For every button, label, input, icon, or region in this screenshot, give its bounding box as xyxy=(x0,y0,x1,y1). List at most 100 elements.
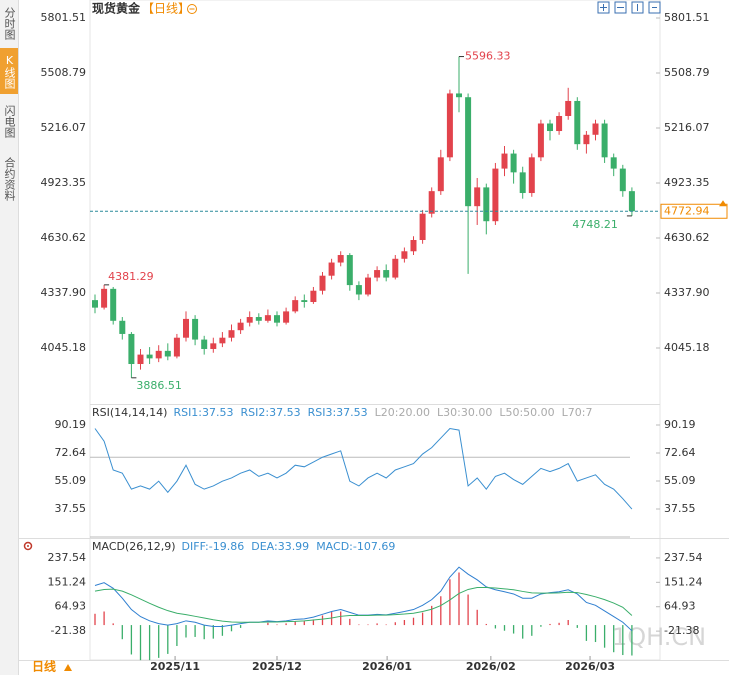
candle-body xyxy=(465,97,472,207)
y-tick-label: 4337.90 xyxy=(41,286,87,299)
y-tick-label: 5216.07 xyxy=(664,121,710,134)
y-tick-label: 5508.79 xyxy=(41,66,87,79)
candle-body xyxy=(528,157,535,194)
period-label: 【日线】 xyxy=(142,2,190,16)
candle-body xyxy=(537,123,544,158)
candle-body xyxy=(483,187,490,222)
candle-body xyxy=(437,157,444,192)
legend-entry: L30:30.00 xyxy=(437,406,492,419)
y-tick-label: 5508.79 xyxy=(664,66,710,79)
candle-body xyxy=(192,318,199,340)
y-tick-label: 151.24 xyxy=(664,575,703,588)
settings-icon[interactable] xyxy=(23,541,33,551)
candle-body xyxy=(456,93,462,98)
candle-body xyxy=(319,275,326,291)
candle-body xyxy=(592,123,599,135)
y-tick-label: 4045.18 xyxy=(41,341,87,354)
plot-frame xyxy=(89,0,661,661)
sidebar-tab[interactable]: 分时图 xyxy=(3,6,16,40)
candle-body xyxy=(101,288,108,308)
candle-body xyxy=(110,288,117,321)
candle-body xyxy=(210,343,217,349)
y-tick-label: 4045.18 xyxy=(664,341,710,354)
candle-body xyxy=(519,172,526,194)
candle-body xyxy=(556,115,563,132)
watermark: 1QH.CN xyxy=(612,623,706,651)
y-tick-label: 4630.62 xyxy=(664,231,710,244)
candle-body xyxy=(392,258,399,278)
candle-body xyxy=(365,277,371,295)
candle-body xyxy=(574,100,581,145)
x-tick-label: 2025/12 xyxy=(252,660,302,673)
candle-body xyxy=(428,191,435,214)
legend-entry: L20:20.00 xyxy=(375,406,430,419)
candle-body xyxy=(201,339,208,349)
y-tick-label: 37.55 xyxy=(664,502,696,515)
legend-entry: RSI3:37.53 xyxy=(308,406,368,419)
y-tick-label: 55.09 xyxy=(55,474,87,487)
toolbar-icons[interactable] xyxy=(597,1,661,14)
x-tick-label: 2026/02 xyxy=(466,660,516,673)
y-tick-label: -21.38 xyxy=(51,624,86,637)
candle-body xyxy=(92,300,98,308)
candle-body xyxy=(310,290,317,303)
candle-body xyxy=(173,337,180,357)
extreme-label: 4748.21 xyxy=(572,218,618,231)
y-tick-label: 151.24 xyxy=(48,575,87,588)
candle-body xyxy=(328,262,335,276)
x-tick-label: 2026/03 xyxy=(565,660,615,673)
candle-body xyxy=(383,270,390,278)
last-price-label: 4772.94 xyxy=(664,204,710,217)
extreme-label: 4381.29 xyxy=(108,270,154,283)
candle-body xyxy=(401,251,408,259)
indicator-title: MACD(26,12,9) xyxy=(92,540,176,553)
legend-entry: RSI1:37.53 xyxy=(173,406,233,419)
candle-body xyxy=(128,333,135,365)
legend-entry: L70:7 xyxy=(562,406,593,419)
candle-body xyxy=(337,255,344,263)
y-tick-label: 4923.35 xyxy=(41,176,87,189)
y-tick-label: 37.55 xyxy=(55,502,87,515)
legend-entry: DIFF:-19.86 xyxy=(182,540,245,553)
candle-body xyxy=(628,191,635,212)
candle-body xyxy=(355,285,362,295)
candle-body xyxy=(274,315,280,323)
period-button[interactable]: 日线 xyxy=(32,659,56,674)
y-tick-label: 90.19 xyxy=(664,418,696,431)
candle-body xyxy=(146,354,153,359)
candle-body xyxy=(565,100,572,116)
candle-body xyxy=(492,168,499,222)
extreme-label: 3886.51 xyxy=(136,379,182,392)
legend-entry: RSI2:37.53 xyxy=(241,406,301,419)
y-tick-label: 4630.62 xyxy=(41,231,87,244)
legend-entry: L50:50.00 xyxy=(499,406,554,419)
candle-body xyxy=(155,350,162,359)
candle-body xyxy=(301,300,308,303)
candle-body xyxy=(547,123,553,132)
legend-entry: DEA:33.99 xyxy=(251,540,309,553)
candle-body xyxy=(374,270,381,278)
zoom-icon[interactable] xyxy=(187,4,197,14)
extreme-label: 5596.33 xyxy=(465,50,511,63)
sidebar-tab[interactable]: K线图 xyxy=(0,48,18,94)
last-price-box xyxy=(660,203,728,219)
sidebar-tab[interactable]: 合约资料 xyxy=(3,157,16,201)
candle-body xyxy=(264,315,271,321)
y-tick-label: 72.64 xyxy=(55,446,87,459)
candle-body xyxy=(137,354,144,365)
y-tick-label: 64.93 xyxy=(664,600,696,613)
candle-body xyxy=(346,255,353,286)
candle-body xyxy=(474,187,481,207)
sidebar-tab[interactable]: 闪电图 xyxy=(3,104,16,138)
candle-body xyxy=(619,168,626,192)
last-price-marker xyxy=(719,200,727,207)
period-button-arrow[interactable] xyxy=(64,664,72,671)
candle-body xyxy=(283,311,290,323)
y-tick-label: -21.38 xyxy=(664,624,699,637)
x-tick-label: 2025/11 xyxy=(150,660,200,673)
candle-body xyxy=(410,239,417,252)
y-tick-label: 4337.90 xyxy=(664,286,710,299)
candle-body xyxy=(419,213,426,240)
y-tick-label: 5801.51 xyxy=(664,11,710,24)
